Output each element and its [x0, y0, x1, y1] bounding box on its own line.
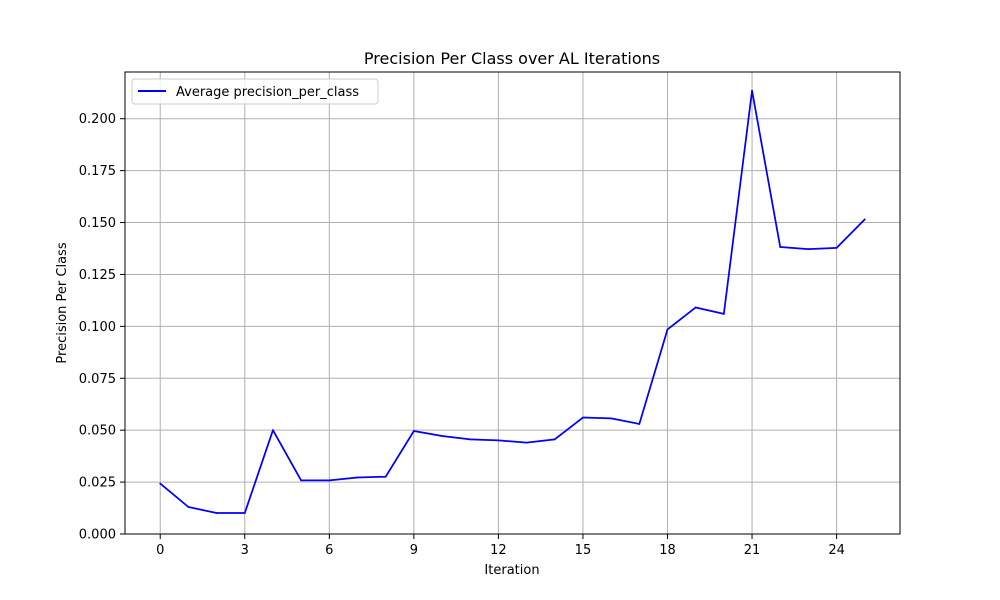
y-tick-label: 0.050	[79, 424, 116, 439]
data-point	[751, 89, 753, 92]
x-tick-label: 12	[490, 543, 507, 558]
data-point	[779, 246, 782, 248]
series-layer	[159, 89, 866, 514]
data-point	[328, 479, 331, 482]
y-tick-label: 0.025	[79, 476, 116, 491]
plot-frame	[124, 71, 901, 535]
data-point	[272, 429, 274, 432]
data-point	[384, 475, 387, 478]
series-line	[159, 89, 866, 514]
data-point	[638, 423, 641, 425]
y-tick-label: 0.000	[79, 528, 116, 543]
legend-entry: Average precision_per_class	[176, 85, 359, 100]
data-point	[243, 512, 246, 514]
data-point	[610, 417, 613, 420]
data-point	[835, 246, 838, 249]
x-axis-label: Iteration	[484, 563, 539, 578]
x-tick-label: 21	[744, 543, 761, 558]
x-tick-label: 18	[659, 543, 676, 558]
chart-title: Precision Per Class over AL Iterations	[364, 49, 660, 68]
data-point	[356, 476, 359, 479]
y-tick-label: 0.075	[79, 372, 116, 387]
data-point	[187, 506, 190, 508]
legend: Average precision_per_class	[131, 78, 379, 105]
x-tick-label: 6	[325, 543, 333, 558]
data-point	[553, 438, 556, 441]
data-point	[412, 430, 415, 432]
legend-box	[131, 78, 379, 105]
y-tick-label: 0.100	[79, 320, 116, 335]
data-point	[497, 439, 500, 442]
x-tick-label: 9	[410, 543, 418, 558]
x-tick-label: 0	[156, 543, 164, 558]
x-tick-label: 3	[241, 543, 249, 558]
data-point	[525, 441, 528, 444]
y-axis: 0.000 0.025 0.050 0.075 0.100 0.125 0.150 0.175…	[79, 112, 125, 543]
x-tick-label: 24	[828, 543, 845, 558]
y-axis-label: Precision Per Class	[55, 242, 70, 363]
data-point	[300, 479, 303, 482]
data-point	[441, 435, 443, 437]
data-point	[722, 313, 725, 315]
y-tick-label: 0.175	[79, 164, 116, 179]
data-point	[807, 248, 810, 251]
y-tick-label: 0.150	[79, 216, 116, 231]
x-axis: 0 3 6 9 12 15 18 21 24	[156, 534, 845, 558]
data-point	[694, 306, 697, 309]
data-point	[863, 218, 866, 221]
data-point	[215, 512, 218, 514]
data-point	[666, 328, 669, 331]
data-point	[582, 416, 584, 419]
y-tick-label: 0.125	[79, 268, 116, 283]
y-tick-label: 0.200	[79, 112, 116, 127]
data-point	[159, 482, 162, 485]
data-point	[469, 438, 472, 441]
x-tick-label: 15	[575, 543, 592, 558]
